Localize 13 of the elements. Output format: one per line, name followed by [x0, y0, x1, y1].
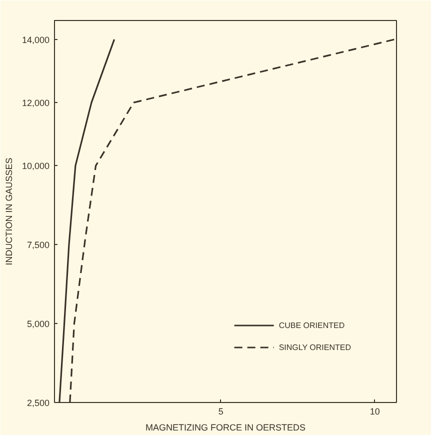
legend-label: CUBE ORIENTED — [278, 320, 345, 330]
y-tick-label: 14,000 — [22, 34, 50, 45]
x-axis-title: MAGNETIZING FORCE IN OERSTEDS — [145, 422, 306, 432]
y-tick-label: 7,500 — [26, 240, 50, 250]
y-tick-label: 2,500 — [26, 398, 50, 408]
y-tick-label: 12,000 — [22, 98, 50, 108]
x-tick-label: 5 — [218, 406, 224, 416]
x-tick-label: 10 — [370, 406, 380, 416]
line-series — [58, 38, 116, 402]
y-tick-label: 10,000 — [22, 161, 50, 172]
legend-label: SINGLY ORIENTED — [278, 342, 351, 352]
y-tick-label: 5,000 — [26, 319, 50, 330]
y-axis-title: INDUCTION IN GAUSSES — [4, 158, 14, 266]
